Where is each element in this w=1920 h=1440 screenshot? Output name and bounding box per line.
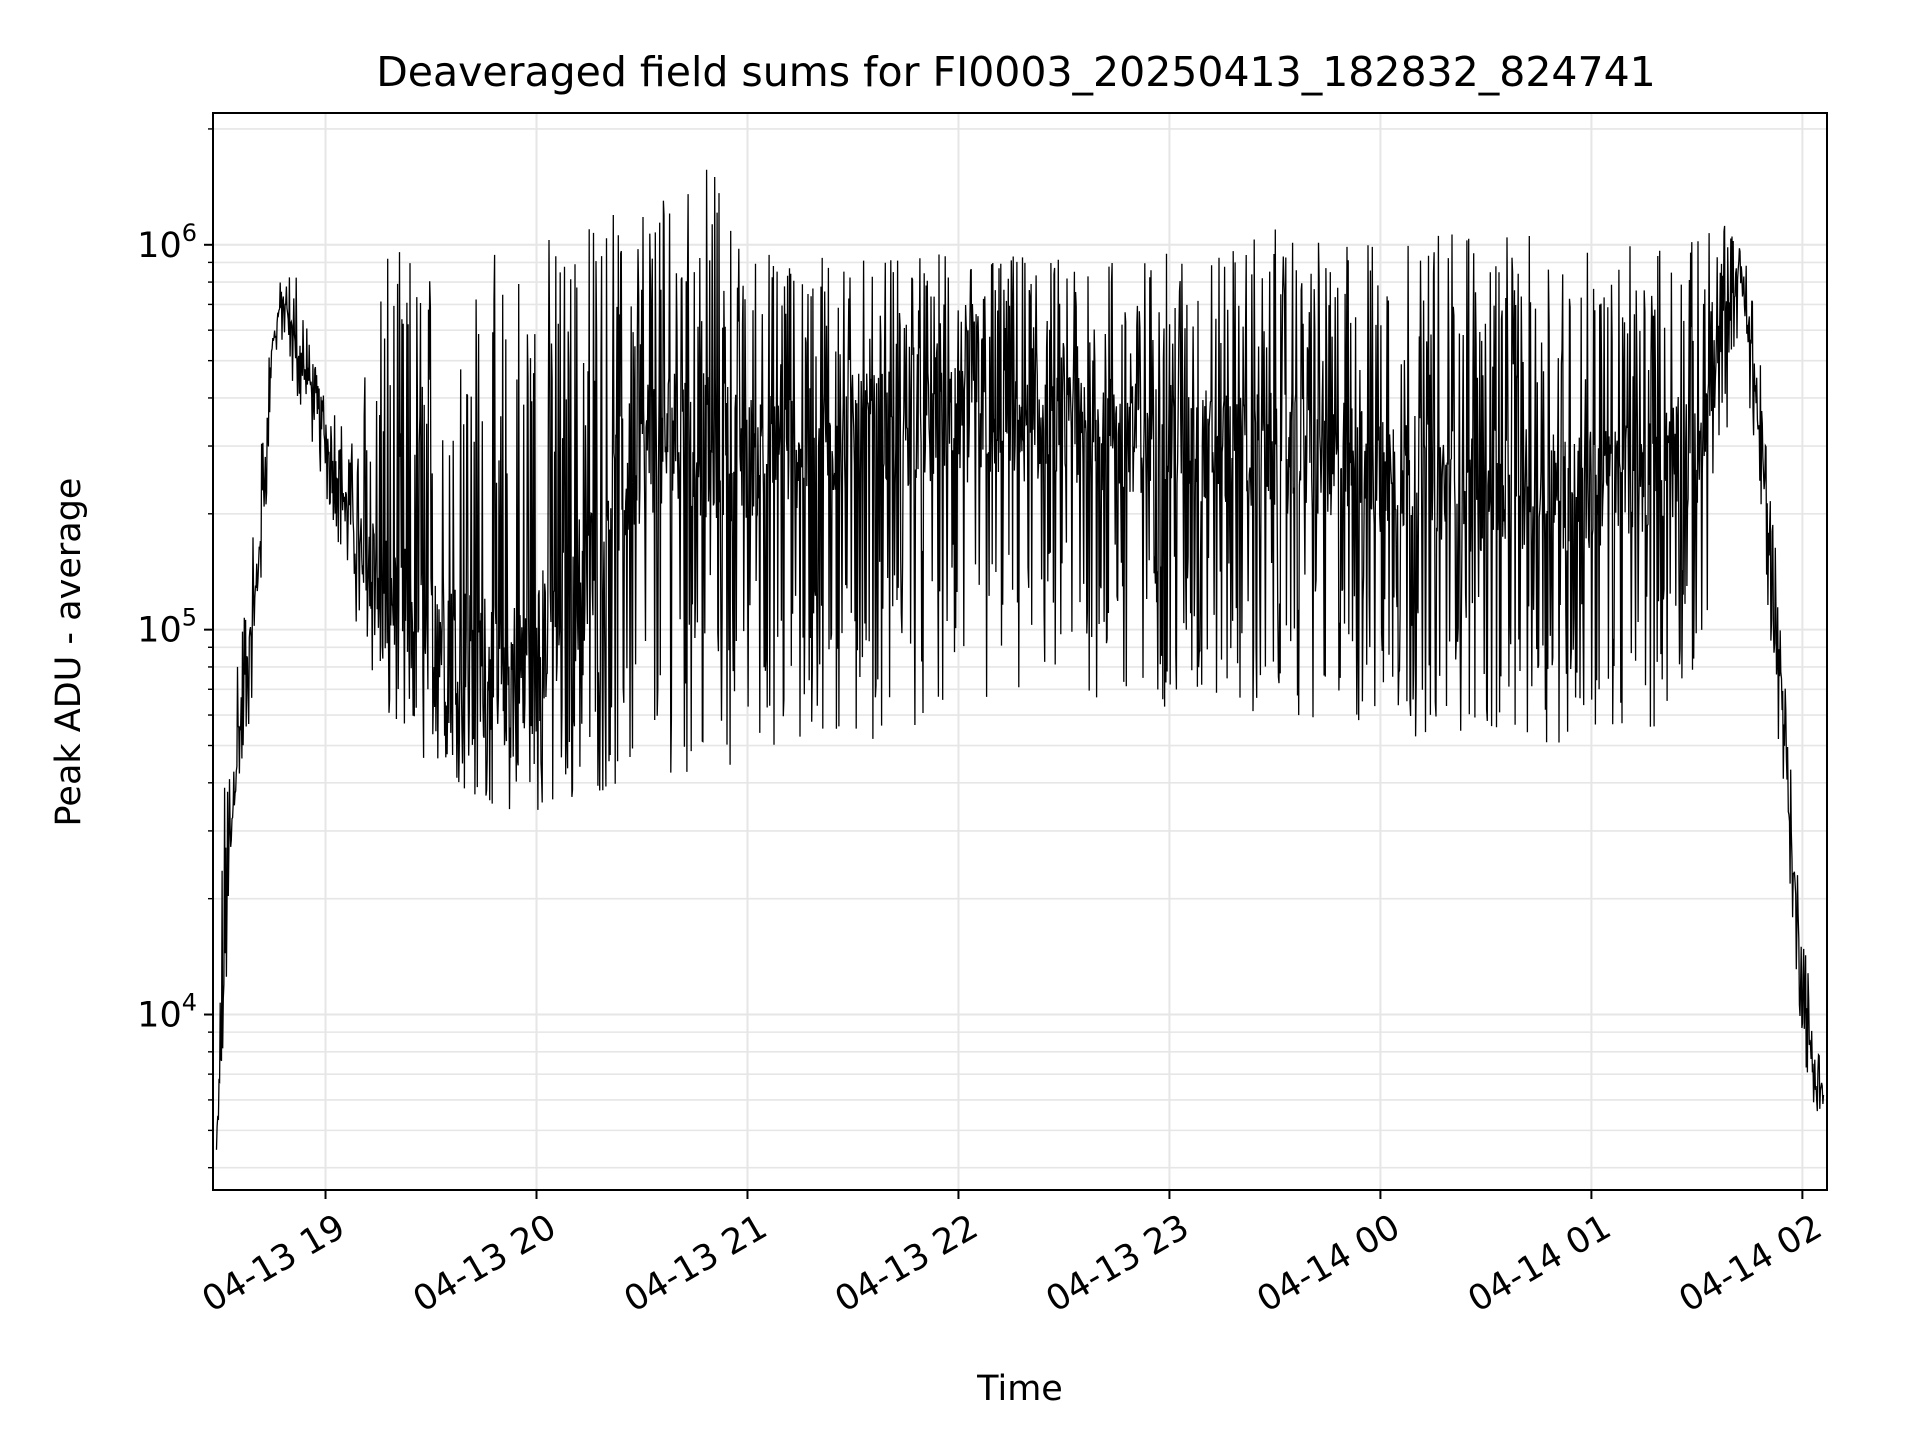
x-axis-label: Time (976, 1369, 1063, 1409)
y-tick-label: 104 (137, 989, 197, 1036)
plot-frame (212, 112, 1828, 1191)
y-tick-label-base: 10 (137, 611, 182, 651)
series-line (215, 169, 1825, 1150)
y-tick-label: 105 (137, 604, 197, 651)
y-tick-label-base: 10 (137, 996, 182, 1036)
series-group (215, 169, 1825, 1150)
y-tick-label-base: 10 (137, 226, 182, 266)
y-tick-label: 106 (137, 219, 197, 266)
y-axis-label: Peak ADU - average (49, 478, 89, 827)
chart-title: Deaveraged field sums for FI0003_2025041… (376, 48, 1656, 96)
y-tick-label-exponent: 4 (182, 989, 197, 1017)
y-tick-label-exponent: 6 (182, 219, 197, 247)
y-tick-label-exponent: 5 (182, 604, 197, 632)
